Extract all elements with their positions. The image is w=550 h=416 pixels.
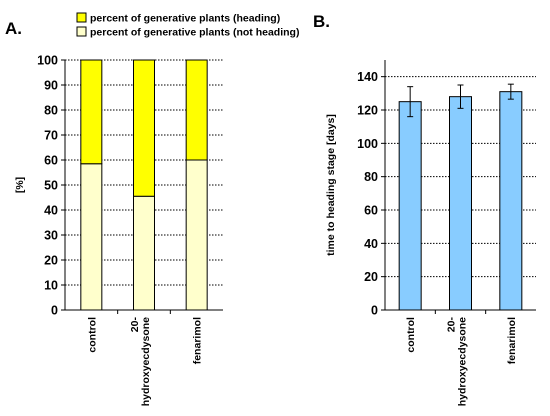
bar-not-heading [133,195,155,311]
y-tick-label: 60 [364,204,378,218]
legend-label-heading: percent of generative plants (heading) [90,13,280,25]
x-category-label: fenarimol [192,317,204,364]
y-tick-label: 10 [44,279,58,293]
y-tick-label: 0 [371,304,378,318]
bar-heading [133,59,155,197]
y-tick-label: 140 [357,70,378,84]
x-category-label: fenarimol [506,317,518,364]
y-tick-label: 30 [44,229,58,243]
x-category-label: control [405,317,417,353]
y-axis-label: [%] [14,177,26,193]
y-tick-label: 80 [44,104,58,118]
y-tick-label: 100 [357,137,378,151]
legend-label-not-heading: percent of generative plants (not headin… [90,27,299,39]
legend-swatch-not-heading [76,26,87,37]
x-category-label: 20- [446,317,458,333]
y-tick-label: 100 [37,54,58,68]
bar-not-heading [185,159,208,311]
x-category-label: hydroxyecdysone [457,317,469,406]
y-tick-label: 40 [364,237,378,251]
bar-not-heading [80,163,103,311]
bar [398,101,422,311]
bar [499,91,523,311]
y-tick-label: 120 [357,104,378,118]
legend: percent of generative plants (heading) p… [76,12,299,39]
y-tick-label: 80 [364,170,378,184]
bar [449,96,472,311]
y-tick-label: 70 [44,129,58,143]
panel-b-label: B. [313,12,330,31]
y-tick-label: 90 [44,79,58,93]
panel-a-label: A. [5,19,22,38]
y-axis-label: time to heading stage [days] [325,114,337,256]
bar-heading [185,59,208,161]
chart-a: 0 10 20 30 40 50 60 70 80 90 100 [%] control 20- hydro… [14,54,223,406]
x-category-label: hydroxyecdysone [140,317,152,406]
x-category-label: 20- [129,317,141,333]
legend-swatch-heading [76,12,87,23]
bar-heading [80,59,103,165]
y-tick-label: 0 [51,304,58,318]
chart-b: 0 20 40 60 80 100 120 140 time to heading stage … [325,60,536,406]
y-tick-label: 50 [44,179,58,193]
x-category-label: control [86,317,98,353]
y-tick-label: 20 [364,270,378,284]
y-tick-label: 40 [44,204,58,218]
y-tick-label: 20 [44,254,58,268]
y-tick-label: 60 [44,154,58,168]
